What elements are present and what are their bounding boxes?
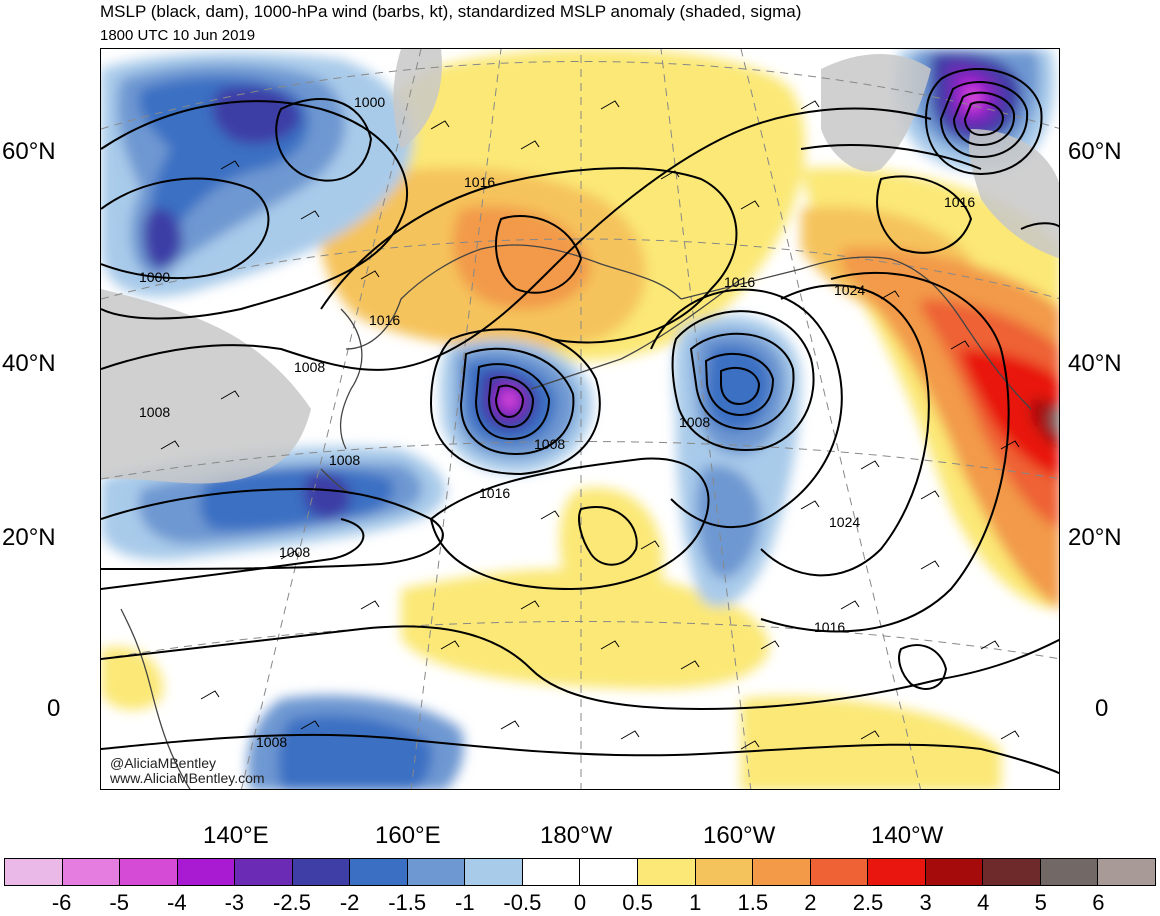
isobar-label: 1008 [679,414,710,430]
isobar-labels: 1000 1000 1016 1016 1008 1008 1008 1008 … [139,94,975,750]
lat-label-right: 20°N [1068,524,1122,551]
isobar-label: 1024 [834,282,865,298]
colorbar-tick-label: -2 [339,890,360,915]
isobar-label: 1000 [139,269,170,285]
credit-handle: @AliciaMBentley [110,755,217,771]
map-title: MSLP (black, dam), 1000-hPa wind (barbs,… [100,2,802,21]
isobar-label: 1016 [369,312,400,328]
colorbar-tick-label: -1 [455,890,475,915]
isobar-label: 1016 [464,174,495,190]
colorbar-swatch [753,859,811,885]
isobar-label: 1016 [944,194,975,210]
colorbar-tick-label: 6 [1092,890,1105,915]
colorbar-tick-label: 3 [919,890,932,915]
colorbar-swatch [925,859,984,885]
colorbar-swatch [983,859,1041,885]
isobar-label: 1024 [829,514,860,530]
colorbar-swatch [465,859,523,885]
isobar-label: 1016 [814,619,845,635]
isobars [101,68,1059,775]
lat-label-right: 40°N [1068,350,1122,377]
lat-label-left: 20°N [2,524,56,551]
colorbar-swatch [695,859,754,885]
colorbar-swatch [1040,859,1099,885]
colorbar-swatch [120,859,178,885]
colorbar-swatch [810,859,869,885]
colorbar-tick-label: 1.5 [737,890,769,915]
colorbar-swatch [177,859,236,885]
isobar-label: 1000 [354,94,385,110]
isobar-label: 1008 [139,404,170,420]
colorbar-tick-label: -5 [109,890,129,915]
colorbar-tick-label: 5 [1034,890,1047,915]
land-mask [101,49,1059,484]
wind-barbs [160,100,1020,750]
colorbar-swatch [868,859,926,885]
isobar-label: 1008 [279,544,310,560]
colorbar-tick-label: -3 [224,890,245,915]
map-canvas: 1000 1000 1016 1016 1008 1008 1008 1008 … [101,49,1059,789]
lon-label: 140°E [203,822,269,849]
colorbar-tick-label: 0.5 [622,890,653,915]
lat-label-left: 60°N [2,138,56,165]
isobar-label: 1008 [534,436,565,452]
colorbar-tick-label: 1 [689,890,702,915]
valid-time: 1800 UTC 10 Jun 2019 [100,27,256,44]
colorbar-swatch [350,859,408,885]
isobar-label: 1008 [329,452,360,468]
colorbar-swatch [1098,859,1155,885]
colorbar-swatch [638,859,696,885]
isobar-label: 1008 [294,359,325,375]
colorbar-tick-label: -4 [167,890,187,915]
colorbar-swatch [580,859,639,885]
colorbar-tick-label: 4 [977,890,990,915]
colorbar-swatch [5,859,63,885]
colorbar-tick-label: -2.5 [273,890,311,915]
colorbar-tick-label: 2 [804,890,817,915]
lat-label-left: 40°N [2,350,56,377]
colorbar-swatch [292,859,351,885]
lon-label: 160°E [375,822,441,849]
colorbar-tick-label: -6 [51,890,72,915]
colorbar-swatch [522,859,581,885]
colorbar-tick-label: 0 [573,890,587,915]
colorbar-tick-label: -0.5 [503,890,542,915]
lat-label-right: 60°N [1068,138,1122,165]
lon-label: 160°W [703,822,776,849]
colorbar-swatch [235,859,293,885]
isobar-label: 1008 [256,734,287,750]
lon-label: 180°W [540,822,613,849]
isobar-label: 1016 [479,485,510,501]
lat-label-right: 0 [1095,695,1109,722]
colorbar-tick-label: 2.5 [852,890,884,915]
graticule [101,49,1059,789]
colorbar-tick-label: -1.5 [388,890,427,915]
lat-label-left: 0 [47,695,61,722]
isobar-label: 1016 [724,274,755,290]
colorbar-swatch [407,859,466,885]
map-panel: 1000 1000 1016 1016 1008 1008 1008 1008 … [100,48,1060,790]
credit-site: www.AliciaMBentley.com [110,770,265,786]
colorbar-swatch [62,859,121,885]
anomaly-colorbar [4,858,1156,886]
lon-label: 140°W [871,822,944,849]
